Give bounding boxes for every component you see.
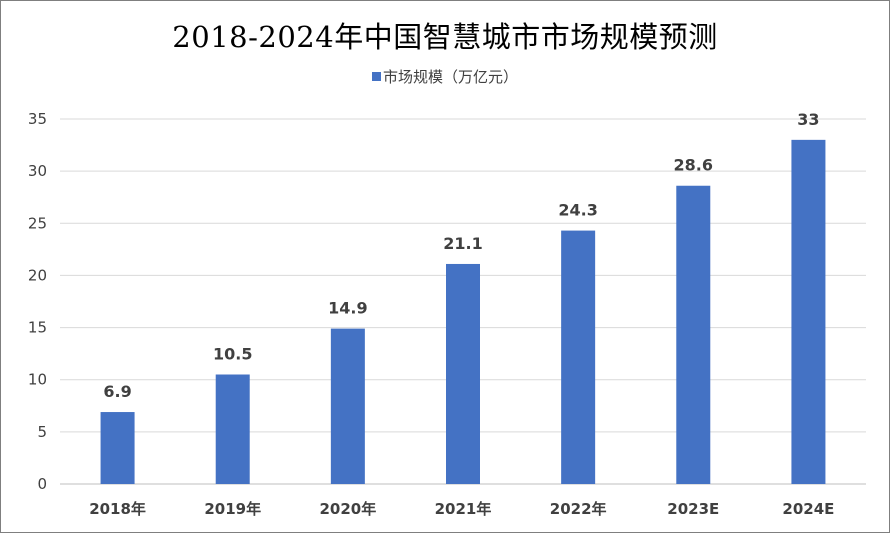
- y-tick-label: 20: [28, 266, 47, 284]
- data-label: 33: [797, 110, 819, 129]
- data-label: 24.3: [558, 201, 597, 220]
- legend: 市场规模（万亿元）: [0, 66, 890, 87]
- x-tick-label: 2021年: [435, 500, 492, 518]
- bar: [100, 412, 135, 484]
- y-tick-label: 10: [28, 371, 47, 389]
- bar: [791, 139, 826, 484]
- y-tick-label: 5: [37, 423, 47, 441]
- x-tick-label: 2020年: [319, 500, 376, 518]
- legend-swatch: [371, 72, 381, 81]
- x-tick-label: 2024E: [782, 500, 834, 518]
- legend-item: 市场规模（万亿元）: [371, 66, 518, 87]
- y-tick-label: 35: [28, 110, 47, 128]
- data-label: 10.5: [213, 345, 252, 364]
- x-tick-label: 2023E: [667, 500, 719, 518]
- x-tick-label: 2018年: [89, 500, 146, 518]
- data-label: 28.6: [674, 156, 713, 175]
- data-label: 6.9: [103, 382, 131, 401]
- chart-title: 2018-2024年中国智慧城市市场规模预测: [172, 20, 718, 54]
- bar: [330, 328, 365, 484]
- bar: [446, 263, 480, 484]
- bar: [561, 230, 596, 484]
- data-label: 14.9: [328, 299, 367, 318]
- data-label: 21.1: [443, 234, 482, 253]
- y-tick-label: 0: [37, 475, 47, 493]
- x-tick-label: 2022年: [550, 500, 607, 518]
- y-tick-label: 30: [28, 162, 47, 180]
- y-tick-label: 15: [28, 319, 47, 337]
- x-tick-label: 2019年: [204, 500, 261, 518]
- bar: [676, 185, 711, 484]
- y-tick-label: 25: [28, 214, 47, 232]
- legend-label: 市场规模（万亿元）: [382, 68, 518, 86]
- bar: [215, 374, 250, 484]
